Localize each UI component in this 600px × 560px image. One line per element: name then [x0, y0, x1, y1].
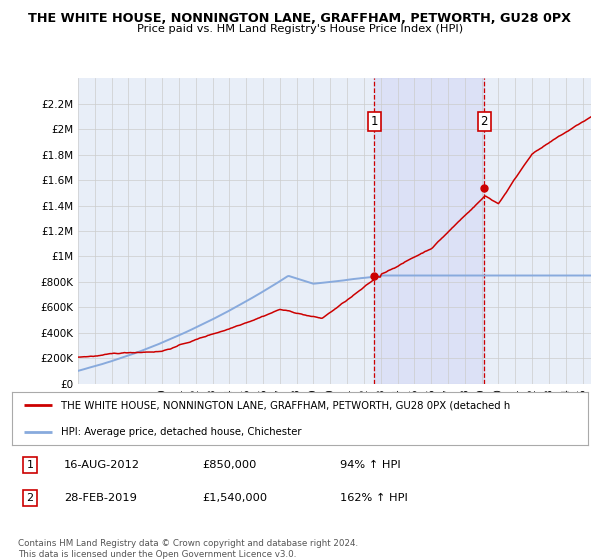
- Text: 94% ↑ HPI: 94% ↑ HPI: [340, 460, 401, 470]
- Text: £850,000: £850,000: [202, 460, 256, 470]
- Text: THE WHITE HOUSE, NONNINGTON LANE, GRAFFHAM, PETWORTH, GU28 0PX: THE WHITE HOUSE, NONNINGTON LANE, GRAFFH…: [29, 12, 571, 25]
- Text: Contains HM Land Registry data © Crown copyright and database right 2024.
This d: Contains HM Land Registry data © Crown c…: [18, 539, 358, 559]
- Text: 16-AUG-2012: 16-AUG-2012: [64, 460, 140, 470]
- Text: 2: 2: [26, 493, 34, 503]
- Text: THE WHITE HOUSE, NONNINGTON LANE, GRAFFHAM, PETWORTH, GU28 0PX (detached h: THE WHITE HOUSE, NONNINGTON LANE, GRAFFH…: [61, 400, 510, 410]
- Text: £1,540,000: £1,540,000: [202, 493, 267, 503]
- Text: 162% ↑ HPI: 162% ↑ HPI: [340, 493, 408, 503]
- Text: 28-FEB-2019: 28-FEB-2019: [64, 493, 137, 503]
- Text: 1: 1: [371, 115, 378, 128]
- Text: 1: 1: [26, 460, 34, 470]
- Text: Price paid vs. HM Land Registry's House Price Index (HPI): Price paid vs. HM Land Registry's House …: [137, 24, 463, 34]
- Text: HPI: Average price, detached house, Chichester: HPI: Average price, detached house, Chic…: [61, 427, 301, 437]
- Text: 2: 2: [481, 115, 488, 128]
- Bar: [374, 78, 484, 384]
